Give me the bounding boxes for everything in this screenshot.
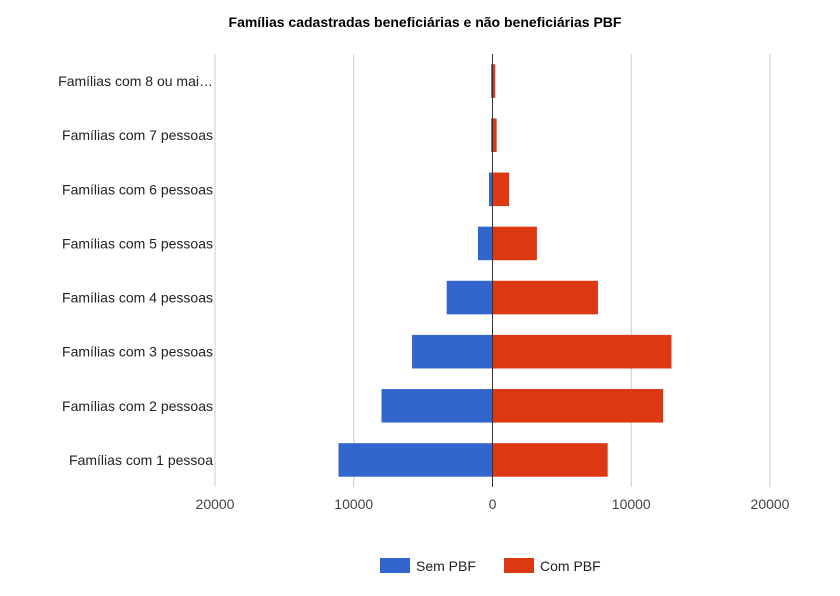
- bar-com-pbf-4: [492, 280, 598, 315]
- category-label-3: Famílias com 5 pessoas: [62, 235, 213, 251]
- legend-swatch-0: [380, 558, 410, 573]
- legend-swatch-1: [504, 558, 534, 573]
- category-label-4: Famílias com 4 pessoas: [62, 290, 213, 306]
- x-tick-label-4: 20000: [751, 496, 790, 512]
- bar-com-pbf-3: [492, 226, 537, 261]
- bar-com-pbf-1: [492, 118, 497, 152]
- x-tick-label-2: 0: [489, 496, 497, 512]
- bar-sem-pbf-1: [491, 118, 493, 152]
- category-label-5: Famílias com 3 pessoas: [62, 344, 213, 360]
- bar-sem-pbf-7: [338, 443, 493, 477]
- x-tick-label-1: 10000: [334, 496, 373, 512]
- legend-label-1: Com PBF: [540, 558, 601, 574]
- bar-sem-pbf-5: [412, 334, 493, 369]
- legend-label-0: Sem PBF: [416, 558, 476, 574]
- category-label-7: Famílias com 1 pessoa: [69, 452, 213, 468]
- bar-sem-pbf-4: [446, 280, 493, 315]
- category-label-0: Famílias com 8 ou mai…: [58, 73, 213, 89]
- category-label-1: Famílias com 7 pessoas: [62, 127, 213, 143]
- x-tick-label-3: 10000: [612, 496, 651, 512]
- bar-com-pbf-2: [492, 172, 510, 207]
- x-tick-label-0: 20000: [196, 496, 235, 512]
- bar-com-pbf-0: [492, 64, 496, 98]
- x-axis-tick-labels: 20000 10000 0 10000 20000: [196, 496, 790, 512]
- bar-com-pbf-7: [492, 443, 608, 477]
- bar-sem-pbf-6: [381, 389, 493, 423]
- category-label-6: Famílias com 2 pessoas: [62, 398, 213, 414]
- bar-com-pbf-5: [492, 334, 672, 369]
- bar-sem-pbf-3: [477, 226, 493, 261]
- bar-com-pbf-6: [492, 389, 664, 423]
- bars: [338, 54, 672, 487]
- category-label-2: Famílias com 6 pessoas: [62, 181, 213, 197]
- bar-sem-pbf-0: [491, 64, 493, 98]
- legend: Sem PBF Com PBF: [380, 558, 601, 574]
- bar-sem-pbf-2: [489, 172, 493, 207]
- gridlines: [214, 54, 771, 487]
- chart-title: Famílias cadastradas beneficiárias e não…: [229, 14, 622, 30]
- category-labels: Famílias com 8 ou mai… Famílias com 7 pes…: [58, 73, 213, 468]
